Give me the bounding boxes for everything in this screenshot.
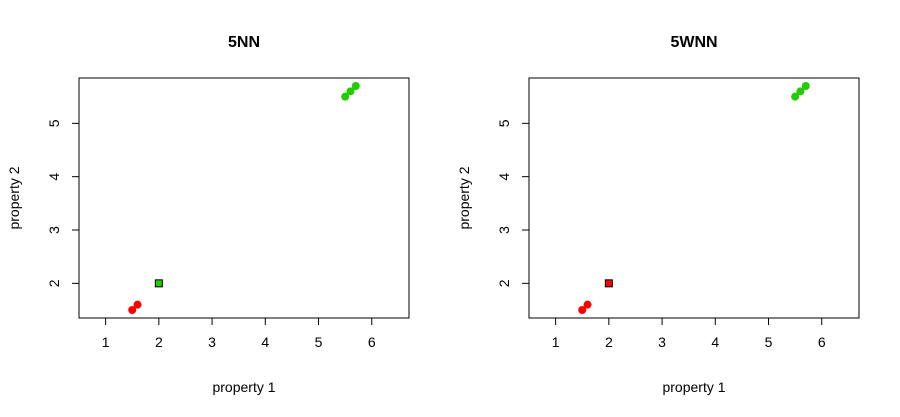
plot-frame xyxy=(78,77,410,319)
y-axis-label: property 2 xyxy=(456,166,472,229)
x-axis-label: property 1 xyxy=(212,379,275,395)
y-axis: 2 3 4 5 xyxy=(46,119,80,287)
y-tick-label: 4 xyxy=(496,173,512,181)
data-point xyxy=(791,92,800,101)
data-point xyxy=(801,82,810,90)
x-tick-label: 4 xyxy=(261,334,269,350)
data-point xyxy=(583,300,592,309)
plot-title: 5WNN xyxy=(670,34,717,51)
x-tick-label: 3 xyxy=(658,334,666,350)
x-tick-label: 4 xyxy=(711,334,719,350)
query-point xyxy=(154,279,163,288)
y-tick-label: 3 xyxy=(496,226,512,234)
x-axis: 1 2 3 4 5 6 xyxy=(552,317,826,350)
x-tick-label: 5 xyxy=(765,334,773,350)
x-tick-label: 1 xyxy=(102,334,110,350)
data-point xyxy=(346,87,355,96)
data-point xyxy=(341,92,350,101)
y-tick-label: 4 xyxy=(46,173,62,181)
data-point xyxy=(133,300,142,309)
plot-title: 5NN xyxy=(228,34,260,51)
data-point xyxy=(796,87,805,96)
x-axis: 1 2 3 4 5 6 xyxy=(102,317,376,350)
data-point xyxy=(128,306,137,314)
y-tick-label: 5 xyxy=(496,119,512,127)
plot-5nn: 5NN 1 2 3 4 5 6 2 3 4 5 property 1 property 2 xyxy=(6,34,410,395)
y-tick-label: 5 xyxy=(46,119,62,127)
y-tick-label: 2 xyxy=(46,279,62,287)
data-points xyxy=(578,82,810,314)
plot-5wnn: 5WNN 1 2 3 4 5 6 2 3 4 5 property 1 property 2 xyxy=(456,34,860,395)
y-tick-label: 2 xyxy=(496,279,512,287)
query-point xyxy=(604,279,613,288)
y-axis: 2 3 4 5 xyxy=(496,119,530,287)
x-axis-label: property 1 xyxy=(662,379,725,395)
x-tick-label: 6 xyxy=(368,334,376,350)
data-point xyxy=(578,306,587,314)
plot-frame xyxy=(528,77,860,319)
x-tick-label: 6 xyxy=(818,334,826,350)
x-tick-label: 1 xyxy=(552,334,560,350)
data-points xyxy=(128,82,360,314)
x-tick-label: 5 xyxy=(315,334,323,350)
x-tick-label: 2 xyxy=(155,334,163,350)
y-axis-label: property 2 xyxy=(6,166,22,229)
y-tick-label: 3 xyxy=(46,226,62,234)
x-tick-label: 2 xyxy=(605,334,613,350)
data-point xyxy=(351,82,360,90)
x-tick-label: 3 xyxy=(208,334,216,350)
